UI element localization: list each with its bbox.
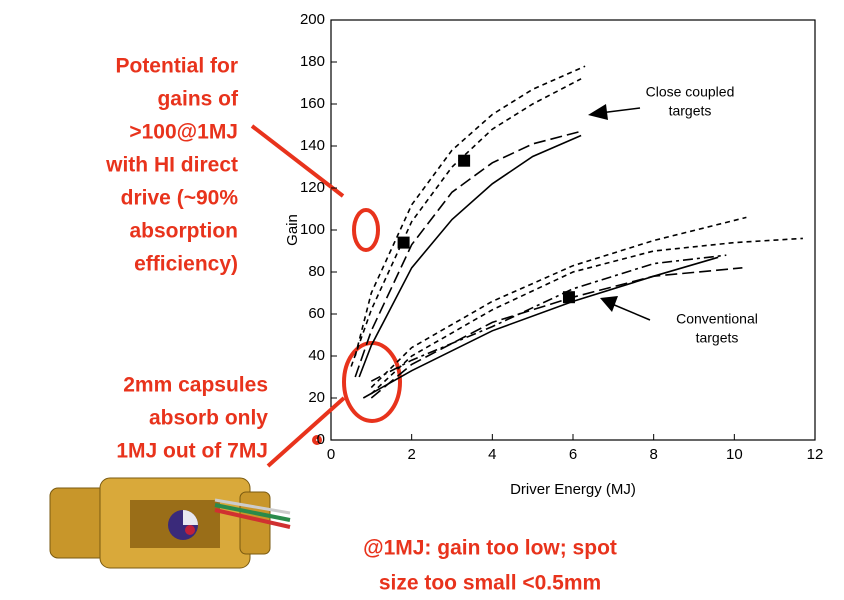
y-tick-label: 160 xyxy=(300,95,325,112)
callout-text: gains of xyxy=(157,88,239,111)
curve xyxy=(359,136,581,378)
callout-text: drive (~90% xyxy=(121,187,239,210)
y-tick-label: 100 xyxy=(300,221,325,238)
annotation: targets xyxy=(669,103,712,119)
x-axis-label: Driver Energy (MJ) xyxy=(510,481,636,498)
marker xyxy=(398,237,410,249)
y-tick-label: 0 xyxy=(317,431,325,448)
callout-text: 2mm capsules xyxy=(123,374,268,397)
curve xyxy=(355,66,585,356)
x-tick-label: 0 xyxy=(327,446,335,463)
annotation: targets xyxy=(696,330,739,346)
curve xyxy=(355,131,581,377)
annotation: Close coupled xyxy=(646,84,735,100)
x-tick-label: 8 xyxy=(649,446,657,463)
x-tick-label: 6 xyxy=(569,446,577,463)
marker xyxy=(563,291,575,303)
x-tick-label: 4 xyxy=(488,446,496,463)
curve xyxy=(371,268,742,398)
callout-text: >100@1MJ xyxy=(129,121,238,144)
curve xyxy=(363,257,718,398)
annotation: Conventional xyxy=(676,311,758,327)
callout-text: absorption xyxy=(130,220,239,243)
capsule-illustration xyxy=(50,478,290,568)
callout-text: with HI direct xyxy=(105,154,238,177)
y-tick-label: 200 xyxy=(300,11,325,28)
callout-text: @1MJ: gain too low; spot xyxy=(363,537,617,560)
y-tick-label: 140 xyxy=(300,137,325,154)
y-tick-label: 60 xyxy=(308,305,325,322)
x-tick-label: 10 xyxy=(726,446,743,463)
x-tick-label: 2 xyxy=(407,446,415,463)
marker xyxy=(458,155,470,167)
y-tick-label: 80 xyxy=(308,263,325,280)
x-tick-label: 12 xyxy=(807,446,824,463)
y-tick-label: 20 xyxy=(308,389,325,406)
y-axis-label: Gain xyxy=(284,214,301,246)
chart: Driver Energy (MJ) Gain 0204060801001201… xyxy=(0,0,844,600)
curve xyxy=(351,79,581,367)
callout-text: Potential for xyxy=(115,55,238,78)
callout-text: 1MJ out of 7MJ xyxy=(116,440,268,463)
callout-text: absorb only xyxy=(149,407,268,430)
y-tick-label: 120 xyxy=(300,179,325,196)
callout-text: efficiency) xyxy=(134,253,238,276)
y-tick-label: 40 xyxy=(308,347,325,364)
y-tick-label: 180 xyxy=(300,53,325,70)
callout-text: size too small <0.5mm xyxy=(379,572,601,595)
